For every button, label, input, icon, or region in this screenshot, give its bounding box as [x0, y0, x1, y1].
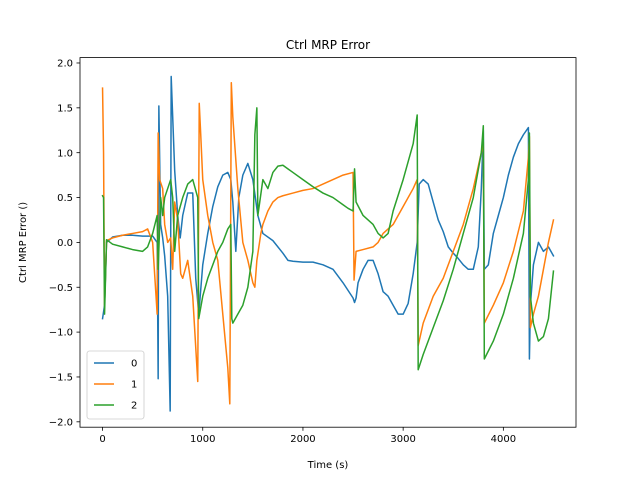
legend-label-1: 1: [131, 380, 137, 391]
legend-box: [86, 350, 145, 420]
x-axis-label: Time (s): [307, 460, 349, 471]
legend-label-0: 0: [131, 359, 137, 370]
y-tick-label: 2.0: [57, 59, 73, 70]
y-tick-label: 0.5: [57, 193, 73, 204]
y-tick-label: 0.0: [57, 238, 73, 249]
y-tick-label: 1.5: [57, 103, 73, 114]
y-axis-label: Ctrl MRP Error (): [18, 202, 29, 283]
y-tick-label: 1.0: [57, 148, 73, 159]
y-tick-label: −1.0: [49, 328, 73, 339]
x-tick-label: 0: [99, 434, 105, 445]
chart-title: Ctrl MRP Error: [286, 38, 370, 52]
x-tick-label: 2000: [290, 434, 315, 445]
y-tick-label: −0.5: [49, 283, 73, 294]
y-tick-label: −2.0: [49, 417, 73, 428]
series-line-2: [101, 107, 555, 371]
x-tick-label: 1000: [190, 434, 215, 445]
y-axis: −2.0 −1.5 −1.0 −0.5 0.0 0.5 1.0 1.5 2.0: [49, 59, 80, 428]
x-tick-label: 4000: [491, 434, 516, 445]
y-tick-label: −1.5: [49, 373, 73, 384]
legend-label-2: 2: [131, 401, 137, 412]
x-tick-label: 3000: [390, 434, 415, 445]
legend: 0 1 2: [86, 350, 145, 420]
series-layer: [101, 75, 555, 412]
x-axis: 0 1000 2000 3000 4000: [99, 427, 516, 445]
